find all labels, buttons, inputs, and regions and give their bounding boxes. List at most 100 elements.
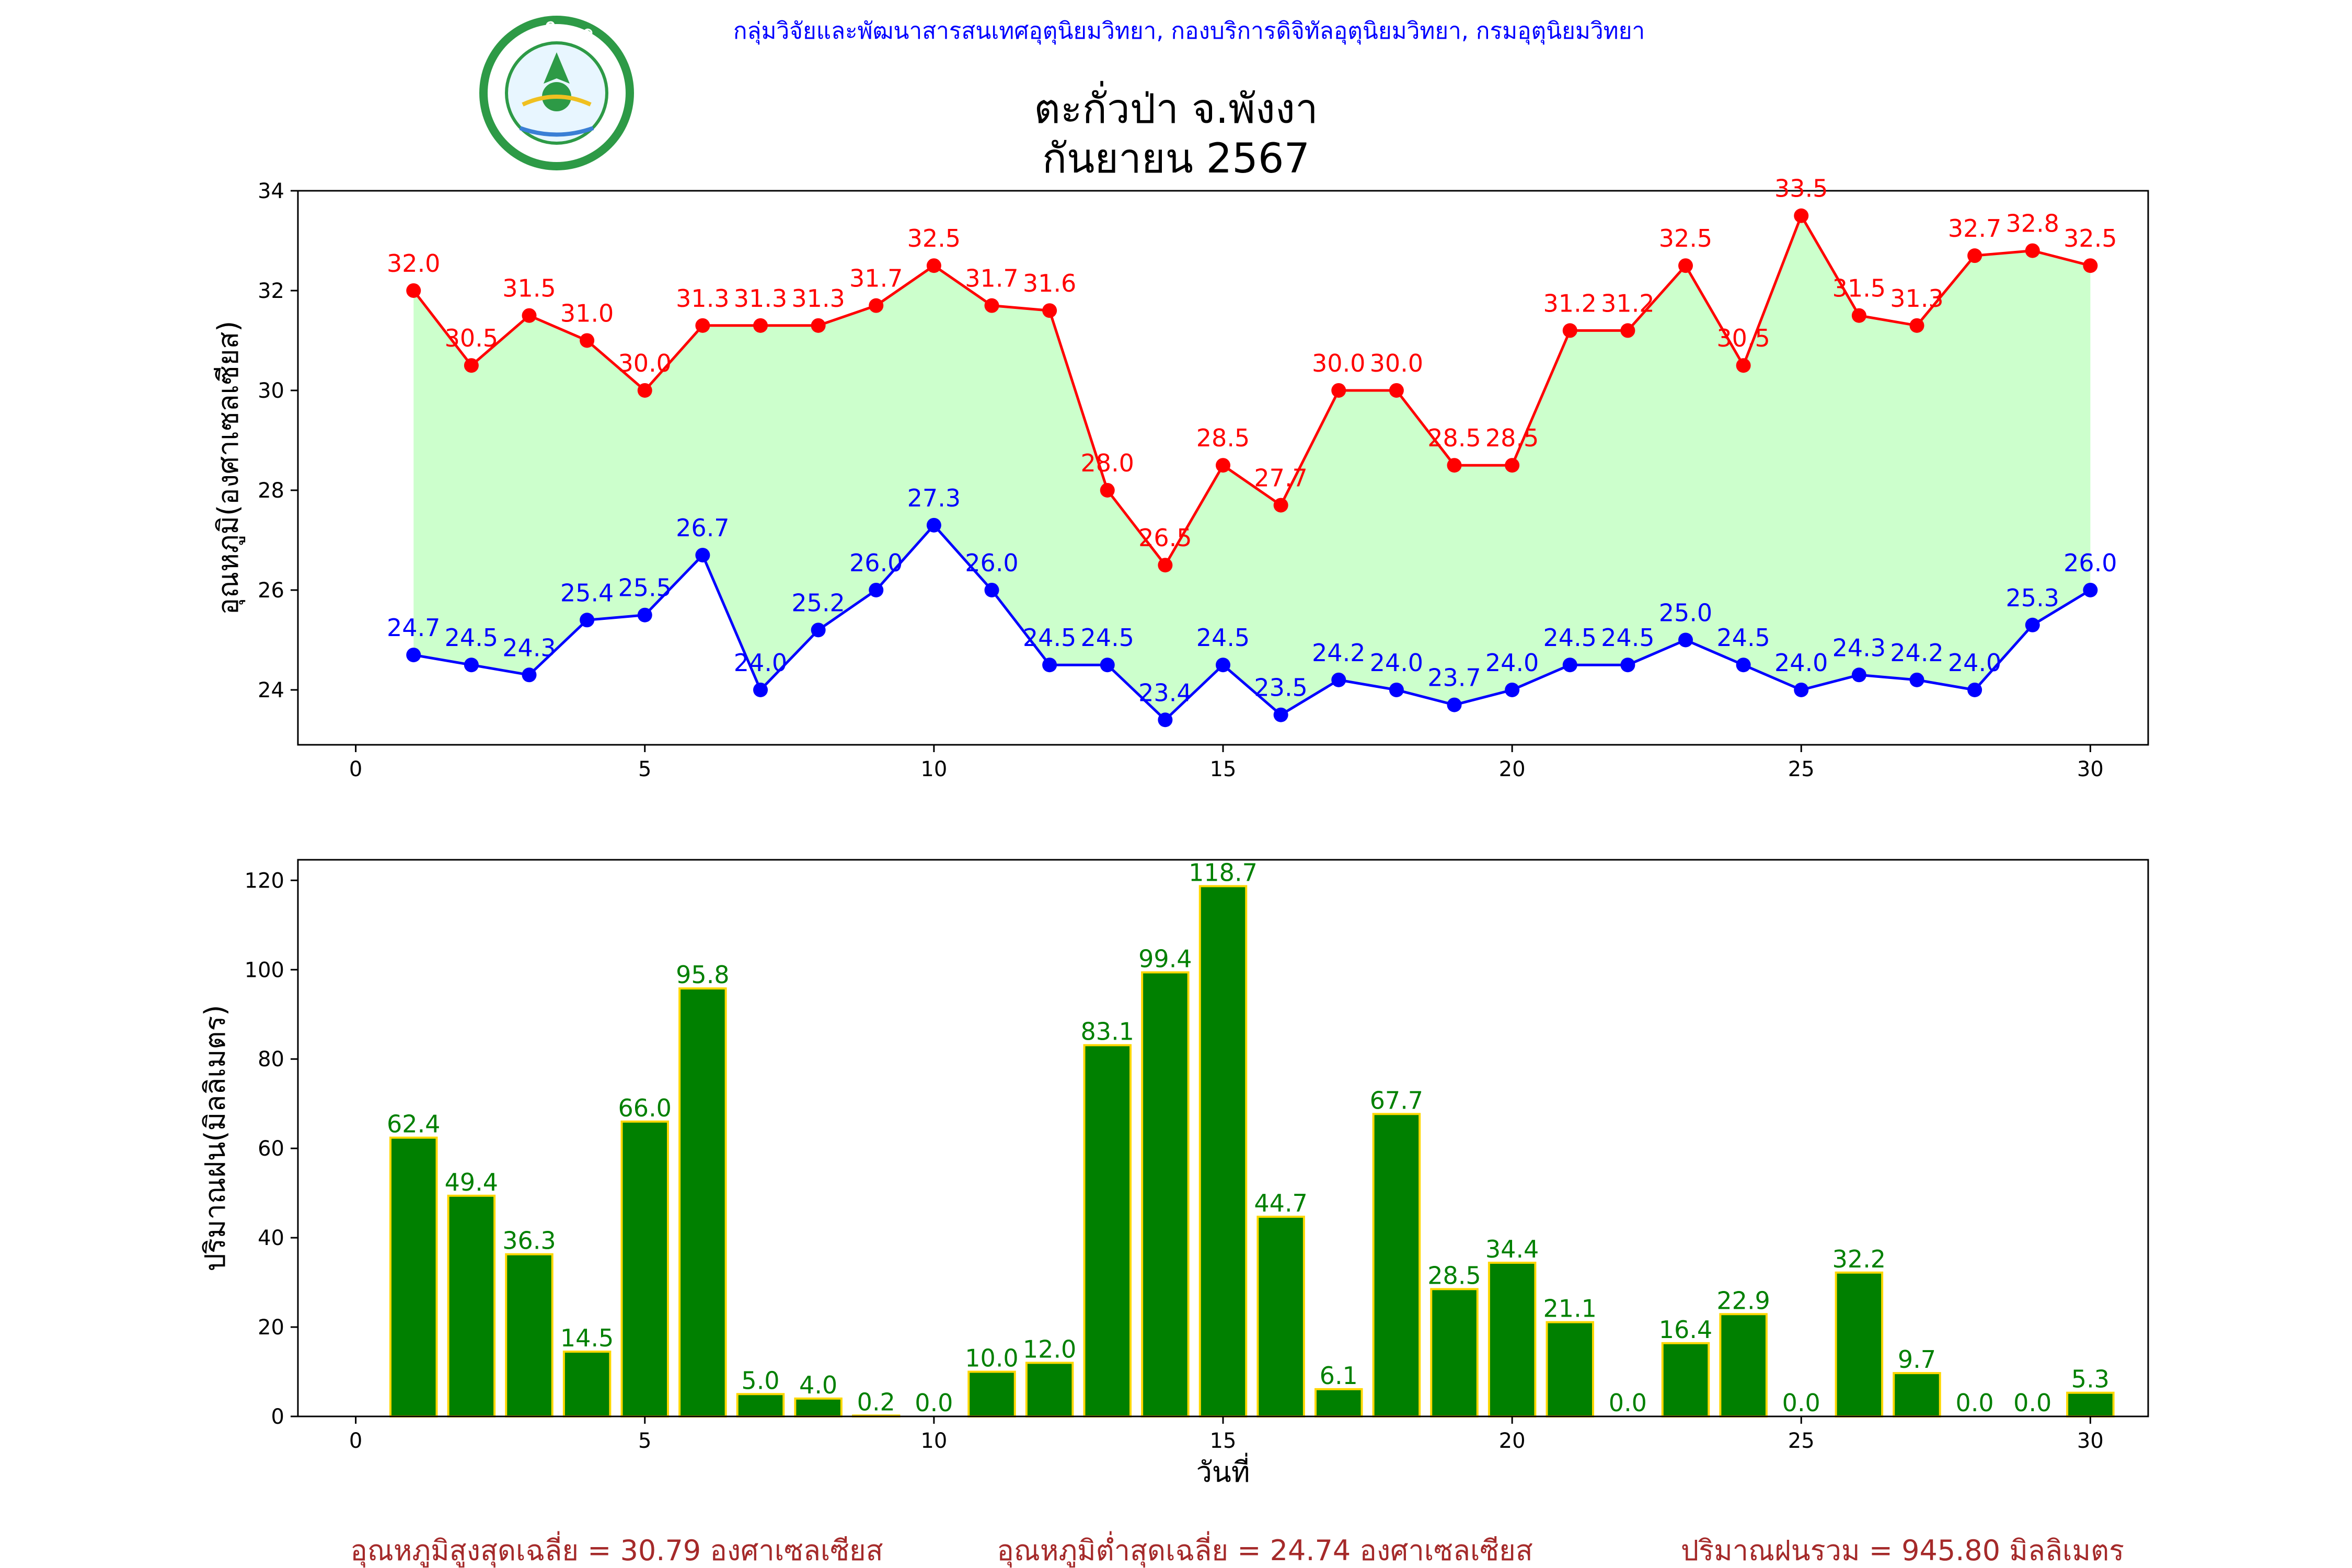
min-temperature-point <box>869 582 884 597</box>
rainfall-bar <box>1893 1372 1941 1417</box>
rainfall-data-label: 16.4 <box>1659 1316 1712 1344</box>
rainfall-data-label: 49.4 <box>445 1168 498 1196</box>
rainfall-data-label: 99.4 <box>1138 944 1192 973</box>
rainfall-x-tick-label: 30 <box>2077 1429 2104 1453</box>
min-temperature-data-label: 23.5 <box>1254 674 1307 702</box>
min-temperature-point <box>984 582 999 597</box>
max-temperature-data-label: 31.3 <box>676 284 729 313</box>
rainfall-bar <box>505 1253 554 1418</box>
max-temperature-point <box>1042 303 1057 318</box>
min-temperature-point <box>522 667 537 683</box>
min-temperature-data-label: 24.5 <box>1601 624 1654 652</box>
max-temperature-point <box>1331 383 1346 398</box>
min-temperature-data-label: 25.2 <box>791 589 845 617</box>
max-temperature-point <box>926 258 941 273</box>
min-temperature-line <box>413 523 2091 722</box>
rainfall-data-label: 0.0 <box>1782 1389 1820 1417</box>
rainfall-bar <box>2066 1391 2115 1417</box>
rainfall-data-label: 22.9 <box>1716 1286 1770 1315</box>
rainfall-y-tick-label: 20 <box>258 1316 284 1340</box>
min-temperature-data-label: 24.0 <box>1485 649 1539 677</box>
rainfall-data-label: 21.1 <box>1543 1295 1597 1323</box>
max-temperature-data-label: 31.3 <box>1890 284 1943 313</box>
min-temperature-point <box>811 622 826 638</box>
rainfall-bar <box>620 1120 669 1417</box>
rainfall-bar <box>1719 1313 1768 1417</box>
max-temperature-data-label: 32.5 <box>1659 224 1712 252</box>
rainfall-y-tick-label: 40 <box>258 1226 284 1250</box>
min-temperature-point <box>1042 658 1057 673</box>
rainfall-bar <box>1198 885 1248 1417</box>
rainfall-data-label: 0.0 <box>1956 1389 1994 1417</box>
max-temperature-data-label: 28.5 <box>1196 424 1250 452</box>
max-temperature-data-label: 30.5 <box>445 324 498 352</box>
min-temperature-point <box>926 517 941 533</box>
rainfall-data-label: 6.1 <box>1320 1362 1358 1390</box>
max-temperature-data-label: 28.5 <box>1427 424 1481 452</box>
rainfall-data-label: 66.0 <box>618 1094 672 1122</box>
max-temperature-point <box>1562 323 1577 338</box>
min-temperature-data-label: 24.5 <box>1716 624 1770 652</box>
min-temperature-point <box>1389 682 1404 697</box>
rainfall-data-label: 36.3 <box>502 1227 556 1255</box>
temperature-chart: อุณหภูมิ(องศาเซลเซียส) 0 5 10 15 20 25 30 24 26 2… <box>212 175 2149 781</box>
max-temperature-point <box>984 298 999 313</box>
max-temperature-data-label: 32.0 <box>387 249 440 278</box>
rainfall-y-axis-label: ปริมาณฝน(มิลลิเมตร) <box>199 1005 232 1272</box>
min-temperature-point <box>1331 672 1346 687</box>
rainfall-data-label: 28.5 <box>1427 1261 1481 1289</box>
rainfall-bar <box>562 1351 612 1418</box>
rainfall-y-tick-label: 120 <box>245 869 284 893</box>
max-temperature-point <box>1447 458 1462 473</box>
min-temperature-data-label: 25.0 <box>1659 598 1712 627</box>
min-temperature-point <box>2025 617 2040 632</box>
min-temperature-point <box>580 613 595 628</box>
max-temperature-data-label: 30.0 <box>1312 349 1365 377</box>
department-logo: กรมอุตุนิยมวิทยา METEOROLOGICAL DEPARTME… <box>479 16 634 170</box>
min-temperature-data-label: 25.4 <box>560 579 614 607</box>
max-temperature-data-label: 31.6 <box>1023 269 1076 297</box>
min-temperature-point <box>1851 667 1866 683</box>
min-temperature-point <box>1736 658 1751 673</box>
min-temperature-data-label: 24.5 <box>1023 624 1076 652</box>
rainfall-data-label: 12.0 <box>1023 1335 1076 1363</box>
min-temperature-data-label: 24.5 <box>1081 624 1134 652</box>
max-temperature-point <box>637 383 652 398</box>
min-temperature-data-label: 26.0 <box>849 549 903 577</box>
min-temperature-point <box>1967 682 1982 697</box>
max-temperature-data-label: 31.3 <box>791 284 845 313</box>
rainfall-data-label: 83.1 <box>1081 1018 1134 1046</box>
rainfall-bar <box>1835 1271 1884 1418</box>
max-temperature-data-label: 32.7 <box>1948 214 2001 243</box>
min-temperature-point <box>637 607 652 622</box>
min-temperature-point <box>1909 672 1924 687</box>
temperature-y-tick-label: 26 <box>258 579 284 603</box>
temperature-y-axis-label: อุณหภูมิ(องศาเซลเซียส) <box>212 321 246 615</box>
rainfall-bar <box>1488 1261 1537 1418</box>
min-temperature-point <box>1273 707 1288 722</box>
rainfall-chart: ปริมาณฝน(มิลลิเมตร) วันที่ 62.4 49.4 36.3 1… <box>199 858 2149 1489</box>
rainfall-bar <box>389 1136 438 1417</box>
max-temperature-data-label: 30.5 <box>1716 324 1770 352</box>
chart-title-station: ตะกั่วป่า จ.พังงา <box>1034 81 1318 133</box>
rainfall-data-label: 5.0 <box>741 1366 779 1394</box>
rainfall-x-tick-label: 0 <box>349 1429 362 1453</box>
max-temperature-data-label: 30.0 <box>1370 349 1423 377</box>
min-temperature-data-label: 27.3 <box>907 484 961 512</box>
max-temperature-data-label: 28.5 <box>1485 424 1539 452</box>
max-temperature-point <box>580 333 595 348</box>
max-temperature-point <box>1100 482 1115 498</box>
max-temperature-point <box>1736 358 1751 373</box>
max-temperature-data-label: 31.3 <box>734 284 787 313</box>
rainfall-y-tick-label: 60 <box>258 1137 284 1161</box>
max-temperature-data-label: 30.0 <box>618 349 672 377</box>
rainfall-bar <box>1025 1362 1074 1418</box>
temperature-y-tick-label: 34 <box>258 179 284 203</box>
logo-figure-crown <box>544 52 570 84</box>
min-temperature-point <box>406 648 421 663</box>
max-temperature-point <box>1620 323 1635 338</box>
rainfall-y-tick-label: 100 <box>245 958 284 982</box>
max-temperature-data-label: 31.7 <box>849 264 903 293</box>
max-temperature-point <box>811 318 826 333</box>
